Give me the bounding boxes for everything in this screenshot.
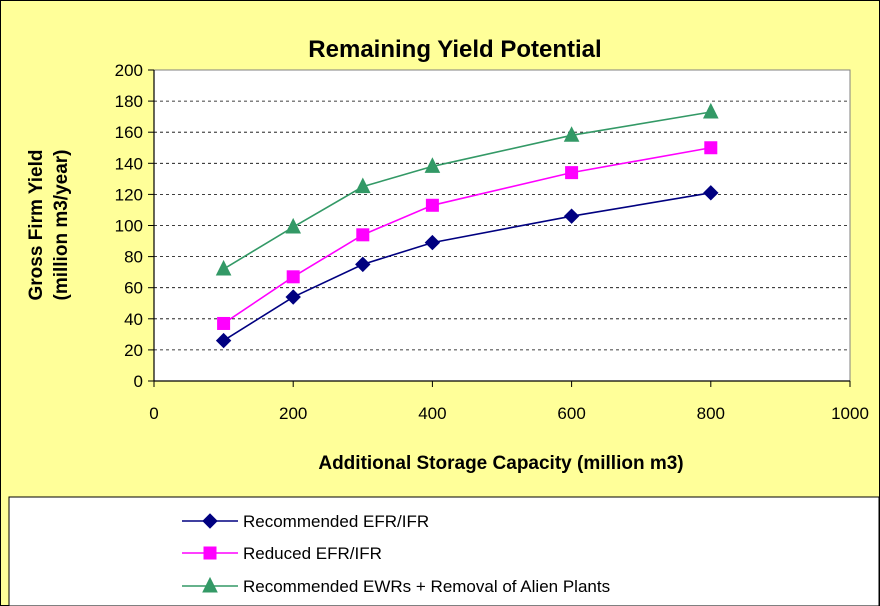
data-point <box>563 208 580 224</box>
series-2 <box>217 141 718 330</box>
data-point <box>356 228 370 242</box>
data-point <box>425 198 439 212</box>
legend-marker <box>202 513 218 529</box>
data-point <box>215 259 232 276</box>
y-tick-label: 60 <box>124 279 143 298</box>
x-tick-label: 600 <box>557 404 585 423</box>
data-point <box>286 270 300 284</box>
x-axis-title: Additional Storage Capacity (million m3) <box>318 453 683 474</box>
y-tick-label: 200 <box>115 61 143 80</box>
data-point <box>703 185 719 201</box>
data-point <box>355 256 371 273</box>
legend-label: Recommended EWRs + Removal of Alien Plan… <box>243 577 610 596</box>
data-point <box>354 177 371 194</box>
x-tick-label: 200 <box>279 404 307 423</box>
chart-title: Remaining Yield Potential <box>308 36 601 63</box>
x-axis-ticks: 0 200 400 600 800 1000 <box>149 381 869 423</box>
series-1 <box>215 185 719 349</box>
legend-box <box>8 496 880 606</box>
legend-label: Reduced EFR/IFR <box>243 544 382 563</box>
y-tick-label: 40 <box>124 310 143 329</box>
data-point <box>285 289 301 305</box>
gridlines <box>154 100 850 351</box>
series-layer <box>215 102 719 349</box>
y-axis-ticks: 0 20 40 60 80 100 120 140 160 180 200 <box>115 61 154 391</box>
series-line <box>223 192 711 342</box>
legend-marker <box>202 576 218 593</box>
legend-label: Recommended EFR/IFR <box>243 512 429 531</box>
y-tick-label: 80 <box>124 248 143 267</box>
y-tick-label: 140 <box>115 154 143 173</box>
x-tick-label: 0 <box>149 404 158 423</box>
data-point <box>217 316 231 330</box>
series-line <box>223 146 711 325</box>
legend-entry-3: Recommended EWRs + Removal of Alien Plan… <box>182 576 610 596</box>
y-axis-title-line-2: (million m3/year) <box>51 150 72 301</box>
data-point <box>424 234 441 251</box>
y-tick-label: 160 <box>115 123 143 142</box>
y-tick-label: 180 <box>115 92 143 111</box>
legend-marker <box>203 546 217 560</box>
legend-entry-1: Recommended EFR/IFR <box>182 512 429 531</box>
data-point <box>215 332 232 349</box>
y-tick-label: 0 <box>134 372 143 391</box>
legend: Recommended EFR/IFR Reduced EFR/IFR Recomm… <box>182 512 610 596</box>
x-tick-label: 800 <box>697 404 725 423</box>
y-axis-title-line-1: Gross Firm Yield <box>26 150 47 301</box>
x-tick-label: 400 <box>418 404 446 423</box>
series-line <box>223 111 711 270</box>
data-point <box>424 157 441 173</box>
data-point <box>702 102 719 119</box>
data-point <box>285 217 302 234</box>
legend-entry-2: Reduced EFR/IFR <box>182 544 382 563</box>
y-tick-label: 100 <box>115 217 143 236</box>
data-point <box>704 141 718 155</box>
y-tick-label: 20 <box>124 341 143 360</box>
series-3 <box>215 102 719 276</box>
y-tick-label: 120 <box>115 185 143 204</box>
data-point <box>563 126 580 142</box>
x-tick-label: 1000 <box>831 404 869 423</box>
data-point <box>565 166 579 180</box>
